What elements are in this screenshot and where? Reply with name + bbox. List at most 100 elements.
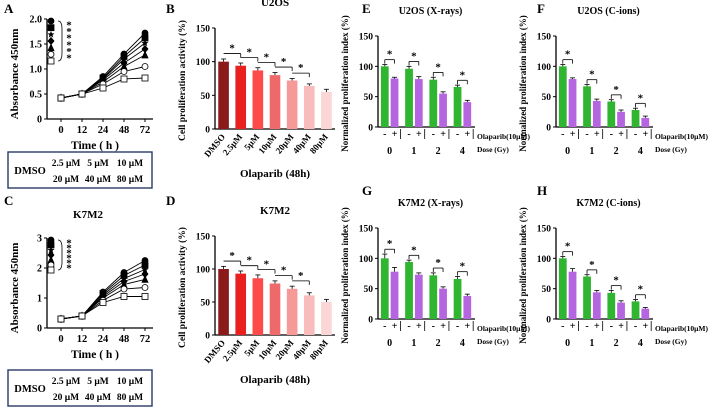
panel-e-bar xyxy=(380,66,389,127)
panel-a-ylabel: Absorbance 450nm xyxy=(9,29,21,120)
panel-g-bar xyxy=(390,271,399,319)
panel-letter-f: F xyxy=(537,1,545,16)
panel-c-legend-marker xyxy=(47,246,55,254)
panel-c-xlabel: Time ( h ) xyxy=(71,349,119,361)
panel-g-bar xyxy=(453,278,462,319)
panel-f-olaparib-label: Olaparib(10μM) xyxy=(655,132,709,141)
panel-a-star: * xyxy=(66,26,72,38)
panel-f-dose-label: 2 xyxy=(614,146,619,157)
panel-g-ytick-label: 100 xyxy=(359,255,374,265)
panel-h-sig-star: * xyxy=(589,259,595,271)
panel-e-ytick-label: 50 xyxy=(364,93,374,103)
panel-g-sign-label: - xyxy=(383,321,386,332)
panel-g-bar xyxy=(380,258,389,319)
panel-g-bar xyxy=(429,275,438,319)
panel-c-legend-conc: 10 μM xyxy=(117,377,143,387)
panel-h-sign-label: - xyxy=(610,321,613,332)
panel-f-ylabel: Normalized proliferation index (%) xyxy=(518,15,528,152)
panel-b-title: U2OS xyxy=(261,0,289,9)
panel-a-point xyxy=(99,84,107,92)
panel-h-sig-star: * xyxy=(613,275,619,287)
panel-e-sig-star: * xyxy=(387,49,393,61)
panel-g-ytick-label: 0 xyxy=(368,316,373,326)
panel-e-sign-label: + xyxy=(440,129,446,140)
panel-a-point xyxy=(141,63,149,70)
panel-e-ytick-label: 100 xyxy=(359,63,374,73)
panel-f-dose-label: 4 xyxy=(638,146,643,157)
panel-a-legend-conc: 80 μM xyxy=(117,175,143,185)
panel-d-sig-star: * xyxy=(264,259,270,271)
panel-e-dose-label: 2 xyxy=(436,146,441,157)
panel-h-ylabel: Normalized proliferation index (%) xyxy=(518,207,528,344)
panel-a-point xyxy=(120,75,128,83)
panel-d-ytick-label: 150 xyxy=(196,233,211,243)
panel-g-dose-label: 4 xyxy=(460,338,465,349)
panel-a-bracket xyxy=(57,20,63,62)
panel-c-legend-dmso: DMSO xyxy=(14,384,46,395)
panel-a-legend-conc: 20 μM xyxy=(53,175,79,185)
panel-h-dose-label: 4 xyxy=(638,338,643,349)
panel-c-star: * xyxy=(66,243,72,255)
panel-h-sign-label: + xyxy=(570,321,576,332)
panel-c-legend-conc: 20 μM xyxy=(53,393,79,403)
panel-d-sig-star: * xyxy=(281,265,287,277)
panel-d-bar xyxy=(252,278,264,335)
panel-a-legend-conc: 10 μM xyxy=(117,159,143,169)
panel-g-olaparib-label: Olaparib(10μM) xyxy=(477,324,531,333)
panel-a-star: * xyxy=(66,46,72,58)
panel-f-sign-label: + xyxy=(570,129,576,140)
panel-h-sig-star: * xyxy=(638,284,644,296)
panel-b-ylabel: Cell proliferation activity (%) xyxy=(177,20,188,141)
panel-a-star: * xyxy=(66,53,72,65)
panel-e-bar xyxy=(429,79,438,127)
panel-c-star: * xyxy=(66,253,72,265)
panel-a-legend-conc: 2.5 μM xyxy=(52,159,81,169)
panel-h-sign-label: - xyxy=(585,321,588,332)
panel-d-bar xyxy=(321,302,332,335)
panel-b-bar xyxy=(218,61,229,129)
panel-g-bar xyxy=(463,295,472,319)
panel-e-sign-label: + xyxy=(416,129,422,140)
panel-a-ytick-label: 1.0 xyxy=(30,65,43,76)
panel-c-point xyxy=(141,266,149,273)
panel-h-sign-label: - xyxy=(634,321,637,332)
panel-d-bar xyxy=(218,269,229,335)
panel-c-point xyxy=(57,315,65,323)
panel-c-legend-conc: 80 μM xyxy=(117,393,143,403)
panel-h-bar xyxy=(592,292,601,319)
panel-f-sign-label: + xyxy=(618,129,624,140)
panel-e-ytick-label: 0 xyxy=(368,124,373,134)
panel-d-sig-star: * xyxy=(229,250,235,262)
panel-c-star: * xyxy=(66,238,72,250)
panel-g-bar xyxy=(439,288,447,319)
panel-a-title: U2OS xyxy=(74,0,102,2)
panel-e-ytick-label: 150 xyxy=(359,33,374,43)
panel-f-ytick-label: 0 xyxy=(546,124,551,134)
panel-h-bar xyxy=(631,301,640,319)
panel-f-ytick-label: 100 xyxy=(537,63,552,73)
panel-h-dose-label: 2 xyxy=(614,338,619,349)
panel-f-sig-star: * xyxy=(613,84,619,96)
panel-f-bar xyxy=(558,66,567,127)
panel-a-legend-conc: 5 μM xyxy=(87,159,109,169)
panel-c-ylabel: Absorbance 450nm xyxy=(9,243,21,334)
panel-a-xtick-label: 12 xyxy=(77,125,88,136)
panel-g-sign-label: - xyxy=(456,321,459,332)
panel-h-bar xyxy=(568,271,577,319)
panel-d-bar xyxy=(235,273,247,335)
panel-e-title: U2OS (X-rays) xyxy=(399,6,463,17)
panel-e-dose-label: 0 xyxy=(387,146,392,157)
panel-a-ytick-label: 0.5 xyxy=(30,90,43,101)
panel-g-dose-label: 1 xyxy=(411,338,416,349)
panel-a-point xyxy=(78,90,86,98)
panel-f-title: U2OS (C-ions) xyxy=(577,6,640,17)
panel-e-sign-label: + xyxy=(464,129,470,140)
panel-d-sig-star: * xyxy=(247,255,253,267)
panel-letter-b: B xyxy=(166,1,175,16)
panel-g-dose-label: 0 xyxy=(387,338,392,349)
panel-f-dose-axis-label: Dose (Gy) xyxy=(655,145,687,154)
panel-a-legend-marker xyxy=(47,30,55,38)
panel-g-bar xyxy=(405,261,413,319)
panel-h-dose-label: 1 xyxy=(589,338,594,349)
